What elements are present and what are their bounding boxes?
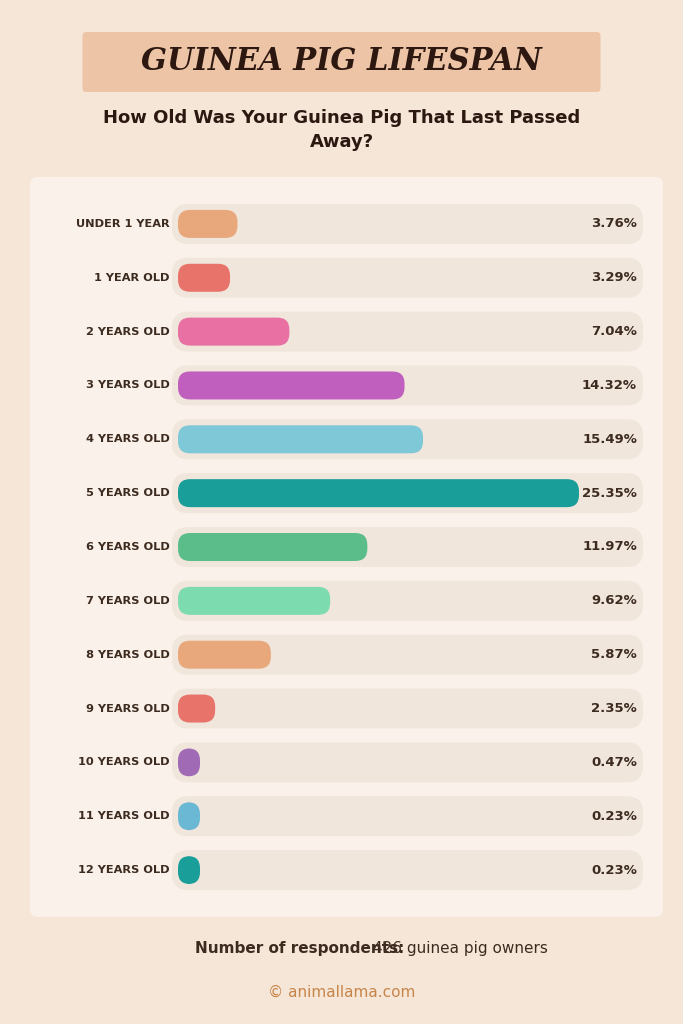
FancyBboxPatch shape: [178, 856, 200, 884]
Text: 426 guinea pig owners: 426 guinea pig owners: [373, 941, 548, 956]
Text: 25.35%: 25.35%: [582, 486, 637, 500]
Text: 14.32%: 14.32%: [582, 379, 637, 392]
Text: 15.49%: 15.49%: [582, 433, 637, 445]
FancyBboxPatch shape: [172, 473, 643, 513]
FancyBboxPatch shape: [172, 635, 643, 675]
FancyBboxPatch shape: [178, 749, 200, 776]
FancyBboxPatch shape: [178, 372, 404, 399]
Text: 1 YEAR OLD: 1 YEAR OLD: [94, 272, 170, 283]
Text: Number of respondents:: Number of respondents:: [195, 941, 404, 956]
Text: 3 YEARS OLD: 3 YEARS OLD: [86, 381, 170, 390]
Text: 5.87%: 5.87%: [591, 648, 637, 662]
Text: 12 YEARS OLD: 12 YEARS OLD: [79, 865, 170, 876]
FancyBboxPatch shape: [178, 425, 423, 454]
Text: 10 YEARS OLD: 10 YEARS OLD: [79, 758, 170, 767]
FancyBboxPatch shape: [172, 850, 643, 890]
FancyBboxPatch shape: [172, 742, 643, 782]
FancyBboxPatch shape: [178, 210, 238, 238]
FancyBboxPatch shape: [172, 581, 643, 621]
Text: 2 YEARS OLD: 2 YEARS OLD: [86, 327, 170, 337]
Text: 4 YEARS OLD: 4 YEARS OLD: [86, 434, 170, 444]
Text: 9.62%: 9.62%: [591, 594, 637, 607]
Text: 8 YEARS OLD: 8 YEARS OLD: [86, 649, 170, 659]
FancyBboxPatch shape: [172, 797, 643, 837]
Text: UNDER 1 YEAR: UNDER 1 YEAR: [76, 219, 170, 229]
Text: 9 YEARS OLD: 9 YEARS OLD: [86, 703, 170, 714]
FancyBboxPatch shape: [172, 527, 643, 567]
Text: 0.47%: 0.47%: [591, 756, 637, 769]
FancyBboxPatch shape: [172, 366, 643, 406]
FancyBboxPatch shape: [178, 694, 215, 723]
FancyBboxPatch shape: [172, 204, 643, 244]
FancyBboxPatch shape: [83, 32, 600, 92]
Text: 3.76%: 3.76%: [591, 217, 637, 230]
FancyBboxPatch shape: [30, 177, 663, 918]
Text: © animallama.com: © animallama.com: [268, 984, 415, 999]
FancyBboxPatch shape: [172, 419, 643, 460]
FancyBboxPatch shape: [172, 311, 643, 351]
Text: 7.04%: 7.04%: [591, 325, 637, 338]
Text: 5 YEARS OLD: 5 YEARS OLD: [86, 488, 170, 498]
Text: How Old Was Your Guinea Pig That Last Passed
Away?: How Old Was Your Guinea Pig That Last Pa…: [103, 110, 580, 151]
Text: 11.97%: 11.97%: [582, 541, 637, 554]
Text: 2.35%: 2.35%: [591, 702, 637, 715]
FancyBboxPatch shape: [172, 688, 643, 728]
FancyBboxPatch shape: [178, 264, 230, 292]
Text: 3.29%: 3.29%: [591, 271, 637, 285]
FancyBboxPatch shape: [178, 587, 330, 614]
FancyBboxPatch shape: [172, 258, 643, 298]
Text: GUINEA PIG LIFESPAN: GUINEA PIG LIFESPAN: [141, 46, 542, 78]
FancyBboxPatch shape: [178, 317, 290, 346]
Text: 0.23%: 0.23%: [591, 810, 637, 822]
Text: 7 YEARS OLD: 7 YEARS OLD: [86, 596, 170, 606]
Text: 6 YEARS OLD: 6 YEARS OLD: [86, 542, 170, 552]
Text: 0.23%: 0.23%: [591, 863, 637, 877]
FancyBboxPatch shape: [178, 641, 271, 669]
FancyBboxPatch shape: [178, 479, 579, 507]
FancyBboxPatch shape: [178, 534, 367, 561]
FancyBboxPatch shape: [178, 802, 200, 830]
Text: 11 YEARS OLD: 11 YEARS OLD: [79, 811, 170, 821]
